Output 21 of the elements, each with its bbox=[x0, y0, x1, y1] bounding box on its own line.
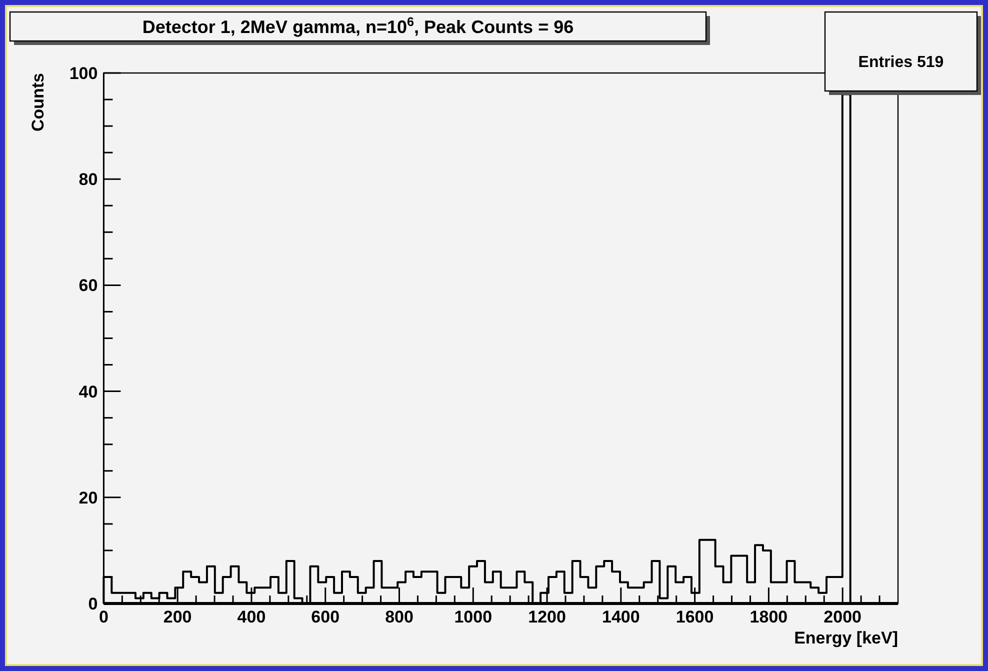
x-tick-label: 1600 bbox=[676, 608, 714, 626]
y-tick-label: 100 bbox=[69, 64, 98, 83]
x-tick-label: 1800 bbox=[750, 608, 788, 626]
x-tick-label: 400 bbox=[237, 608, 266, 626]
x-tick-label: 2000 bbox=[824, 608, 862, 626]
x-tick-label: 800 bbox=[385, 608, 414, 626]
y-axis-title: Counts bbox=[28, 73, 48, 132]
x-tick-label: 1000 bbox=[454, 608, 492, 626]
x-tick-label: 600 bbox=[311, 608, 340, 626]
x-tick-label: 200 bbox=[163, 608, 192, 626]
x-axis-title: Energy [keV] bbox=[794, 628, 898, 648]
x-tick-label: 1400 bbox=[602, 608, 640, 626]
y-tick-label: 20 bbox=[78, 488, 98, 508]
y-tick-label: 80 bbox=[78, 170, 98, 190]
stats-box: Entries 519 bbox=[824, 11, 981, 95]
y-tick-label: 40 bbox=[78, 382, 98, 402]
y-tick-label: 60 bbox=[78, 276, 98, 296]
chart-title: Detector 1, 2MeV gamma, n=10$^{6}$, Peak Counts = 96 bbox=[142, 15, 574, 37]
x-tick-label: 1200 bbox=[528, 608, 566, 626]
y-tick-label: 0 bbox=[88, 594, 98, 614]
title-box: Detector 1, 2MeV gamma, n=10$^{6}$, Peak Counts = 96 bbox=[9, 11, 710, 45]
